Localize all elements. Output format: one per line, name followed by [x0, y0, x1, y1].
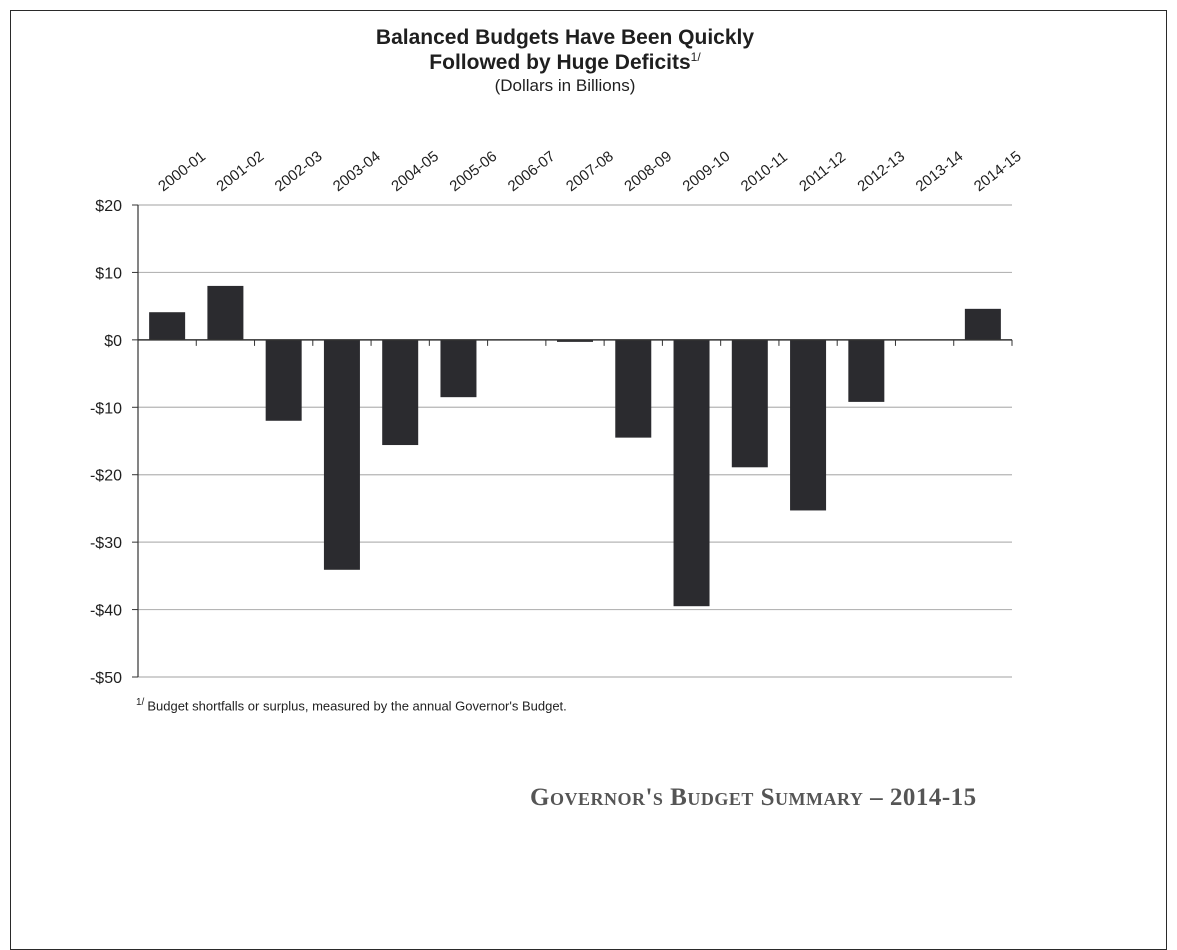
category-label: 2012-13	[854, 148, 908, 195]
page-frame	[10, 10, 1167, 950]
category-label: 2001-02	[213, 148, 267, 195]
title-footnote-marker: 1/	[690, 50, 701, 64]
y-tick-label: -$30	[90, 535, 122, 552]
document-banner: Governor's Budget Summary – 2014-15	[530, 784, 977, 811]
footnote: 1/Budget shortfalls or surplus, measured…	[136, 697, 567, 713]
category-label: 2005-06	[446, 148, 500, 195]
bar	[440, 339, 477, 398]
footnote-text: Budget shortfalls or surplus, measured b…	[147, 698, 567, 714]
chart-title-line2-text: Followed by Huge Deficits	[429, 51, 691, 74]
chart-subtitle: (Dollars in Billions)	[494, 76, 636, 95]
category-label: 2011-12	[796, 149, 849, 196]
bar	[149, 312, 186, 340]
bar	[323, 339, 360, 570]
category-label: 2003-04	[330, 148, 384, 195]
bar	[207, 285, 244, 340]
bar	[265, 339, 302, 421]
y-tick-label: -$20	[90, 468, 122, 485]
chart-title-line1: Balanced Budgets Have Been Quickly	[375, 26, 755, 49]
bar	[731, 339, 768, 468]
category-label: 2010-11	[738, 149, 791, 196]
category-label: 2009-10	[680, 148, 734, 195]
bar	[848, 339, 885, 402]
category-label: 2006-07	[505, 148, 559, 195]
bar	[790, 339, 827, 511]
bar	[382, 339, 419, 446]
category-label: 2007-08	[563, 148, 617, 195]
chart-title-line2: Followed by Huge Deficits1/	[0, 50, 1130, 75]
bar	[964, 308, 1001, 340]
category-label: 2008-09	[621, 148, 675, 195]
y-tick-label: -$40	[90, 603, 122, 620]
y-tick-label: $20	[95, 198, 122, 215]
category-label: 2002-03	[272, 148, 326, 195]
y-tick-label: $0	[104, 333, 122, 350]
bar	[615, 339, 652, 438]
y-tick-label: -$50	[90, 670, 122, 687]
bar	[557, 339, 593, 342]
footnote-marker: 1/	[136, 697, 145, 708]
y-tick-label: -$10	[90, 400, 122, 417]
category-label: 2013-14	[913, 148, 967, 195]
y-tick-label: $10	[95, 265, 122, 282]
bar	[673, 339, 710, 607]
category-label: 2004-05	[388, 148, 442, 195]
category-label: 2014-15	[971, 148, 1025, 195]
category-label: 2000-01	[155, 148, 209, 195]
